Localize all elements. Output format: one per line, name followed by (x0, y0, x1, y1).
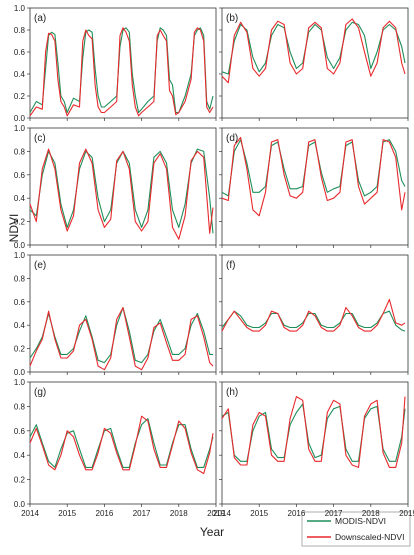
panel-f: (f) (219, 254, 409, 375)
x-tick-label: 2016 (288, 509, 306, 518)
y-tick-label: 0.8 (14, 26, 26, 35)
series-line-downscaled-ndvi (221, 396, 406, 468)
y-axis-label: NDVI (7, 214, 21, 243)
panel-frame (221, 254, 409, 373)
panel-label: (g) (34, 387, 46, 398)
x-tick-label: 2015 (250, 509, 268, 518)
series-line-downscaled-ndvi (221, 298, 406, 332)
x-tick-label: 2016 (96, 509, 114, 518)
series-line-downscaled-ndvi (29, 148, 214, 240)
panel-frame (221, 381, 409, 505)
x-tick-label: 2017 (325, 509, 343, 518)
panel-frame (29, 381, 217, 505)
y-tick-label: 0.4 (14, 70, 26, 79)
y-tick-label: 0.6 (14, 171, 26, 180)
panel-frame (29, 254, 217, 373)
panel-frame (221, 7, 409, 119)
panel-b: (b) (219, 7, 409, 121)
panel-c: 0.0 0.2 0.4 0.6 0.8 1.0 (c) (14, 124, 217, 250)
series-line-modis-ndvi (221, 403, 406, 462)
y-tick-label: 1.0 (14, 251, 26, 260)
series-line-downscaled-ndvi (29, 415, 214, 475)
panel-frame (29, 127, 217, 246)
x-tick-label: 2015 (58, 509, 76, 518)
y-tick-label: 0.8 (14, 402, 26, 411)
y-tick-label: 0.2 (14, 476, 26, 485)
x-tick-label: 2017 (133, 509, 151, 518)
x-tick-label: 2019 (399, 509, 414, 518)
x-tick-label: 2018 (170, 509, 188, 518)
y-tick-label: 0.0 (14, 368, 26, 377)
panel-e: 0.0 0.2 0.4 0.6 0.8 1.0 (e) (14, 251, 217, 377)
series-line-modis-ndvi (221, 21, 406, 75)
y-tick-label: 0.6 (14, 298, 26, 307)
panel-label: (a) (34, 13, 46, 24)
legend-label-downscaled: Downscaled-NDVI (335, 532, 404, 542)
series-line-downscaled-ndvi (221, 136, 406, 217)
y-tick-label: 0.0 (14, 241, 26, 250)
panel-g: 0.0 0.2 0.4 0.6 0.8 1.0 2014 2015 2016 2017 2018 20… (14, 378, 226, 518)
series-line-modis-ndvi (29, 27, 214, 114)
y-tick-label: 1.0 (14, 124, 26, 133)
y-tick-label: 0.8 (14, 147, 26, 156)
y-tick-label: 0.0 (14, 114, 26, 123)
y-tick-label: 0.0 (14, 500, 26, 509)
y-tick-label: 0.2 (14, 218, 26, 227)
series-line-downscaled-ndvi (29, 307, 214, 371)
series-line-modis-ndvi (29, 148, 214, 234)
panel-label: (d) (226, 133, 238, 144)
panel-a: 0.0 0.2 0.4 0.6 0.8 1.0 (a) (14, 4, 217, 123)
panel-frame (29, 7, 217, 119)
panel-label: (b) (226, 13, 238, 24)
y-tick-label: 0.2 (14, 92, 26, 101)
y-tick-label: 0.6 (14, 48, 26, 57)
legend: MODIS-NDVI Downscaled-NDVI (301, 511, 411, 547)
panel-frame (221, 127, 409, 246)
panel-label: (f) (226, 260, 235, 271)
legend-label-modis: MODIS-NDVI (335, 516, 386, 526)
panel-d: (d) (219, 127, 409, 248)
panel-h: 2014 2015 2016 2017 2018 2019 (h) (213, 381, 414, 518)
x-tick-label: 2014 (21, 509, 39, 518)
panel-label: (c) (34, 133, 46, 144)
y-tick-label: 0.8 (14, 274, 26, 283)
series-line-modis-ndvi (221, 310, 406, 332)
y-tick-label: 0.2 (14, 345, 26, 354)
y-tick-label: 0.6 (14, 427, 26, 436)
x-tick-label: 2018 (362, 509, 380, 518)
panel-label: (h) (226, 387, 238, 398)
y-tick-label: 1.0 (14, 4, 26, 13)
series-line-downscaled-ndvi (221, 18, 406, 84)
legend-box (301, 511, 411, 547)
x-axis-label: Year (200, 525, 224, 539)
y-tick-label: 0.4 (14, 194, 26, 203)
series-line-downscaled-ndvi (29, 27, 214, 117)
y-tick-label: 0.4 (14, 451, 26, 460)
x-tick-label: 2019 (207, 509, 225, 518)
series-line-modis-ndvi (29, 418, 214, 468)
y-tick-label: 1.0 (14, 378, 26, 387)
y-tick-label: 0.4 (14, 321, 26, 330)
panel-label: (e) (34, 260, 46, 271)
x-tick-label: 2014 (213, 509, 231, 518)
